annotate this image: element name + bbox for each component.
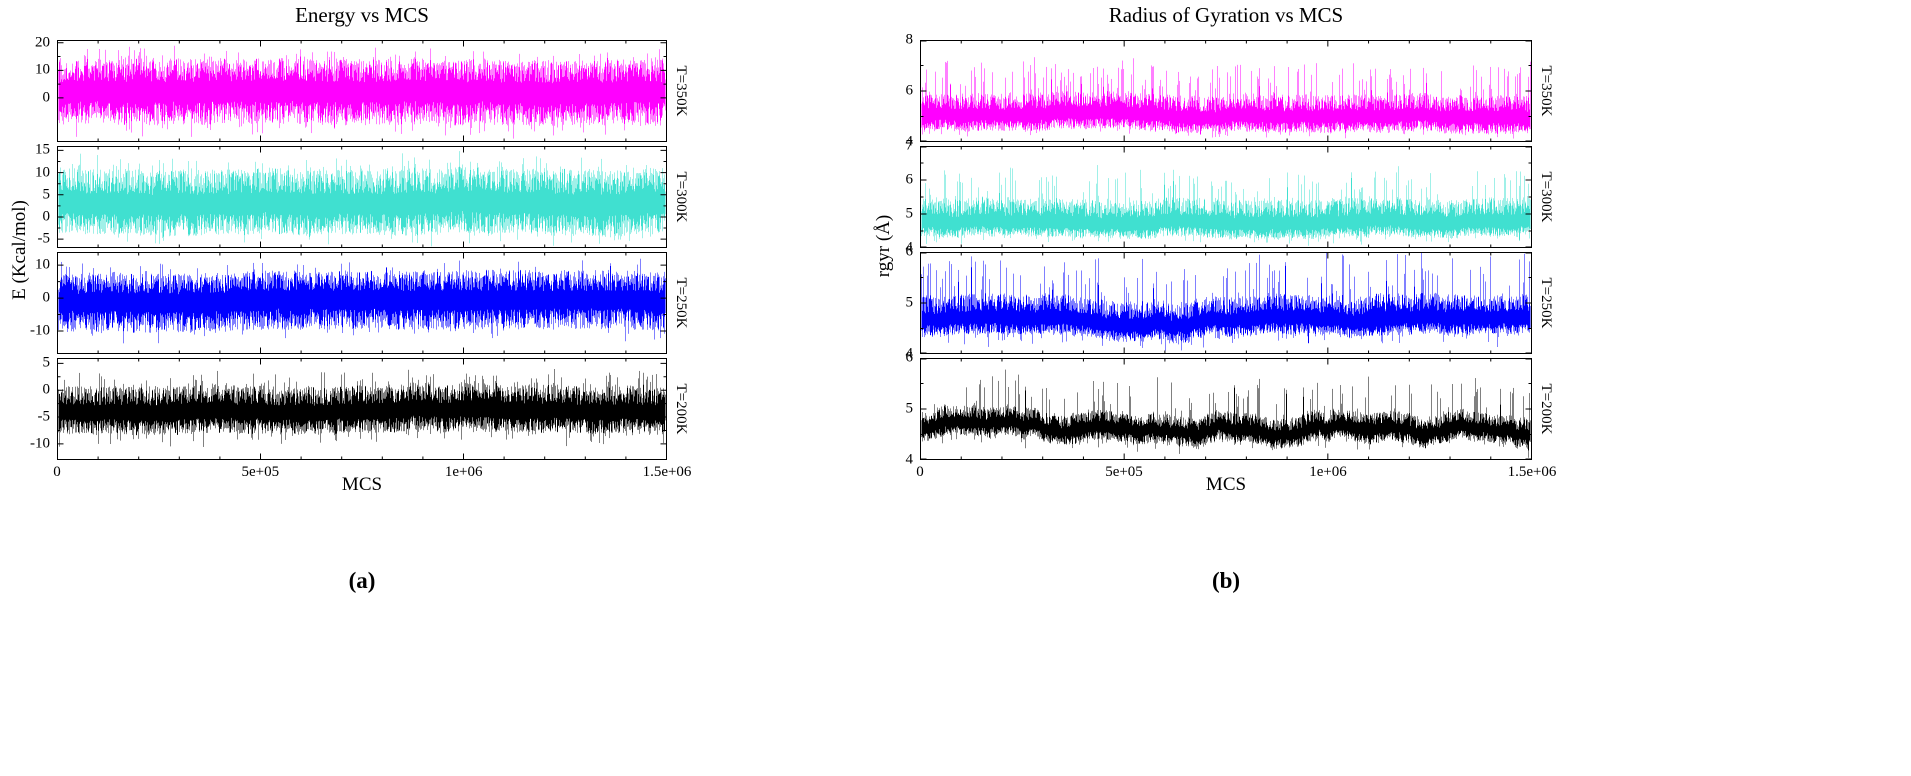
y-tick-label: 6	[905, 82, 914, 99]
x-tick-label: 0	[53, 464, 61, 480]
subplot-trace-T=350K	[920, 40, 1532, 142]
subplot-trace-T=250K	[920, 252, 1532, 354]
panel-b-caption: (b)	[1211, 568, 1241, 593]
x-tick-label: 0	[916, 464, 924, 480]
y-tick-label: -10	[30, 435, 50, 452]
y-tick-label: 5	[905, 400, 914, 417]
subplot-trace-T=350K	[57, 40, 667, 142]
series-label-T=250K: T=250K	[1538, 277, 1554, 329]
y-tick-label: 5	[905, 294, 914, 311]
x-tick-label: 1e+06	[1309, 464, 1347, 480]
series-label-T=200K: T=200K	[673, 383, 689, 435]
panel-a-caption: (a)	[348, 568, 376, 593]
panel-b-y-axis-label: rgyr (Å)	[873, 214, 894, 278]
series-label-T=250K: T=250K	[673, 277, 689, 329]
y-tick-label: 6	[905, 349, 914, 366]
y-tick-label: 15	[35, 141, 50, 158]
y-tick-label: 10	[35, 61, 50, 78]
y-tick-label: 4	[905, 345, 914, 362]
y-tick-label: 5	[42, 354, 51, 371]
y-tick-label: 5	[905, 205, 914, 222]
y-tick-label: 8	[905, 31, 914, 48]
subplot-trace-T=300K	[57, 146, 667, 248]
series-label-T=200K: T=200K	[1538, 383, 1554, 435]
y-tick-label: 0	[42, 289, 51, 306]
panel-a-title: Energy vs MCS	[295, 3, 429, 27]
series-label-T=300K: T=300K	[673, 171, 689, 223]
y-tick-label: 20	[35, 34, 50, 51]
y-tick-label: 0	[42, 89, 51, 106]
y-tick-label: -10	[30, 322, 50, 339]
y-tick-label: 10	[35, 256, 50, 273]
subplot-trace-T=200K	[57, 358, 667, 460]
panel-b-x-axis-label: MCS	[1205, 474, 1247, 495]
y-tick-label: 4	[905, 239, 914, 256]
subplot-trace-T=250K	[57, 252, 667, 354]
x-tick-label: 5e+05	[241, 464, 280, 480]
y-tick-label: 7	[905, 137, 914, 154]
y-tick-label: -5	[37, 230, 51, 247]
series-label-T=350K: T=350K	[673, 65, 689, 117]
series-label-T=300K: T=300K	[1538, 171, 1554, 223]
panel-b-title: Radius of Gyration vs MCS	[1108, 3, 1344, 27]
y-tick-label: 0	[42, 208, 51, 225]
y-tick-label: 10	[35, 164, 50, 181]
y-tick-label: 6	[905, 243, 914, 260]
y-tick-label: 4	[905, 451, 914, 468]
y-tick-label: 5	[42, 186, 51, 203]
series-label-T=350K: T=350K	[1538, 65, 1554, 117]
y-tick-label: 6	[905, 171, 914, 188]
y-tick-label: -5	[37, 408, 51, 425]
panel-a-x-axis-label: MCS	[341, 474, 383, 495]
x-tick-label: 1.5e+06	[1507, 464, 1557, 480]
subplot-trace-T=200K	[920, 358, 1532, 460]
subplot-trace-T=300K	[920, 146, 1532, 248]
x-tick-label: 1.5e+06	[642, 464, 692, 480]
x-tick-label: 5e+05	[1105, 464, 1143, 480]
y-tick-label: 4	[905, 133, 914, 150]
y-tick-label: 0	[42, 381, 51, 398]
x-tick-label: 1e+06	[444, 464, 483, 480]
